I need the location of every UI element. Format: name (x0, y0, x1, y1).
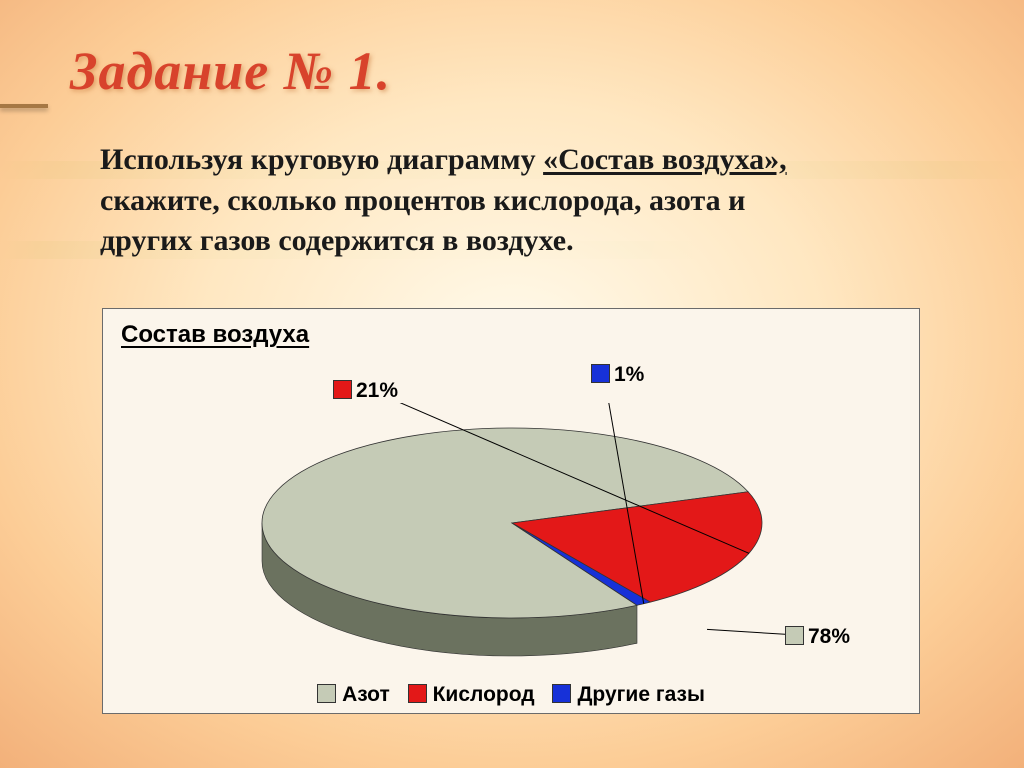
data-label-oxygen: 21% (333, 379, 398, 403)
nitrogen-percent: 78% (808, 625, 850, 648)
oxygen-percent: 21% (356, 379, 398, 402)
swatch-other-icon (591, 364, 610, 383)
data-label-nitrogen: 78% (785, 625, 850, 649)
task-heading: Задание № 1. (70, 40, 391, 102)
chart-legend: Азот Кислород Другие газы (103, 683, 919, 707)
legend-swatch-oxygen-icon (408, 684, 427, 703)
question-line1-emphasis: «Состав воздуха», (543, 143, 787, 176)
legend-item-oxygen: Кислород (408, 683, 535, 707)
question-line1-pre: Используя круговую диаграмму (100, 143, 543, 176)
chart-container: Состав воздуха 21% 1% 78% Азот Кислород … (102, 308, 920, 714)
legend-swatch-other-icon (552, 684, 571, 703)
chart-title: Состав воздуха (121, 321, 309, 349)
question-block: Используя круговую диаграмму «Состав воз… (100, 140, 930, 262)
legend-label-other: Другие газы (577, 683, 704, 706)
swatch-nitrogen-icon (785, 626, 804, 645)
legend-swatch-nitrogen-icon (317, 684, 336, 703)
question-line2: скажите, сколько процентов кислорода, аз… (100, 184, 745, 217)
legend-label-oxygen: Кислород (433, 683, 535, 706)
legend-label-nitrogen: Азот (342, 683, 390, 706)
legend-item-other: Другие газы (552, 683, 704, 707)
pie-svg (237, 403, 787, 663)
question-line3: других газов содержится в воздухе. (100, 224, 574, 257)
legend-item-nitrogen: Азот (317, 683, 390, 707)
swatch-oxygen-icon (333, 380, 352, 399)
slide: Задание № 1. Используя круговую диаграмм… (0, 0, 1024, 768)
data-label-other: 1% (591, 363, 644, 387)
other-percent: 1% (614, 363, 644, 386)
decorative-side-line (0, 104, 48, 108)
pie-chart: 21% 1% 78% (237, 403, 787, 643)
question-text: Используя круговую диаграмму «Состав воз… (100, 140, 930, 262)
